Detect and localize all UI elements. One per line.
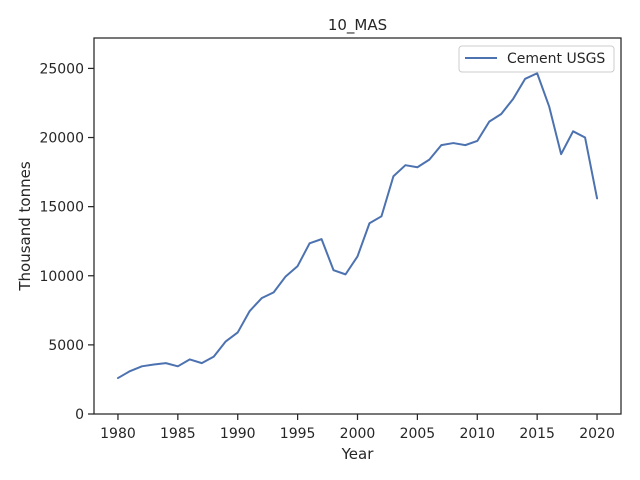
- x-axis: 1980 1985 1990 1995 2000 2005 2010 2015 2020: [100, 414, 615, 442]
- y-tick-label: 10000: [39, 269, 84, 285]
- y-tick-label: 0: [75, 407, 84, 423]
- chart-title: 10_MAS: [328, 16, 387, 35]
- x-axis-title: Year: [341, 445, 375, 463]
- series-layer: [116, 72, 599, 380]
- plot-frame: [93, 37, 622, 415]
- y-tick-label: 20000: [39, 131, 84, 147]
- plot-area: 1980 1985 1990 1995 2000 2005 2010 2015 2020 0 50…: [39, 37, 622, 442]
- x-tick-label: 2000: [340, 426, 376, 442]
- series-line-cement-usgs: [116, 72, 599, 380]
- y-tick-label: 5000: [48, 338, 84, 354]
- x-tick-label: 1980: [100, 426, 136, 442]
- y-tick-label: 25000: [39, 61, 84, 77]
- y-tick-label: 15000: [39, 200, 84, 216]
- y-axis-title: Thousand tonnes: [16, 161, 34, 291]
- x-tick-label: 1985: [160, 426, 196, 442]
- legend: Cement USGS: [458, 45, 615, 73]
- legend-box: [458, 45, 615, 73]
- x-tick-label: 2015: [519, 426, 555, 442]
- x-tick-label: 1990: [220, 426, 256, 442]
- x-tick-label: 2010: [459, 426, 495, 442]
- x-tick-label: 2005: [400, 426, 436, 442]
- x-tick-label: 1995: [280, 426, 316, 442]
- x-tick-label: 2020: [579, 426, 615, 442]
- y-axis: 0 5000 10000 15000 20000 25000: [39, 61, 94, 423]
- legend-label-cement-usgs: Cement USGS: [507, 51, 605, 67]
